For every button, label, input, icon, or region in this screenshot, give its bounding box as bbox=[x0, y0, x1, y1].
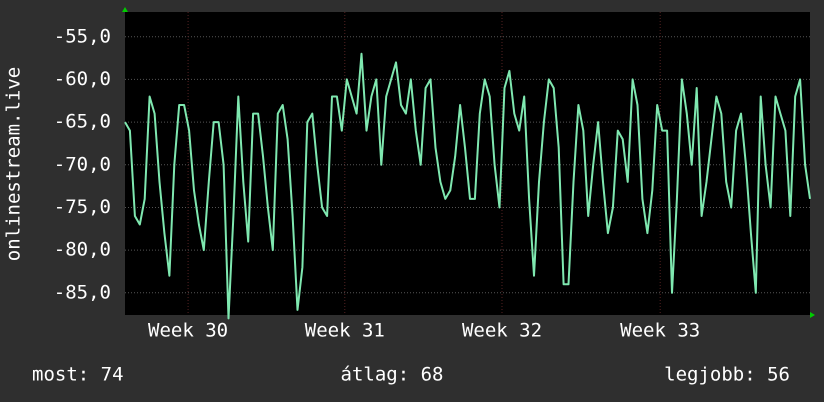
footer-best: legjobb: 56 bbox=[664, 364, 790, 386]
axis-arrow bbox=[810, 312, 815, 318]
y-tick-label: -85,0 bbox=[54, 281, 111, 303]
y-tick-label: -55,0 bbox=[54, 25, 111, 47]
y-tick-label: -75,0 bbox=[54, 196, 111, 218]
footer-average: átlag: 68 bbox=[341, 364, 444, 386]
x-tick-label: Week 30 bbox=[148, 320, 228, 342]
y-tick-label: -65,0 bbox=[54, 111, 111, 133]
data-line bbox=[124, 52, 811, 320]
x-tick-label: Week 32 bbox=[462, 320, 542, 342]
x-tick-label: Week 33 bbox=[620, 320, 700, 342]
x-tick-label: Week 31 bbox=[305, 320, 385, 342]
axis-arrow bbox=[122, 7, 128, 12]
y-tick-label: -70,0 bbox=[54, 153, 111, 175]
y-tick-label: -60,0 bbox=[54, 68, 111, 90]
y-tick-label: -80,0 bbox=[54, 239, 111, 261]
y-axis-label: onlinestream.live bbox=[3, 67, 25, 261]
footer-now: most: 74 bbox=[32, 364, 124, 386]
